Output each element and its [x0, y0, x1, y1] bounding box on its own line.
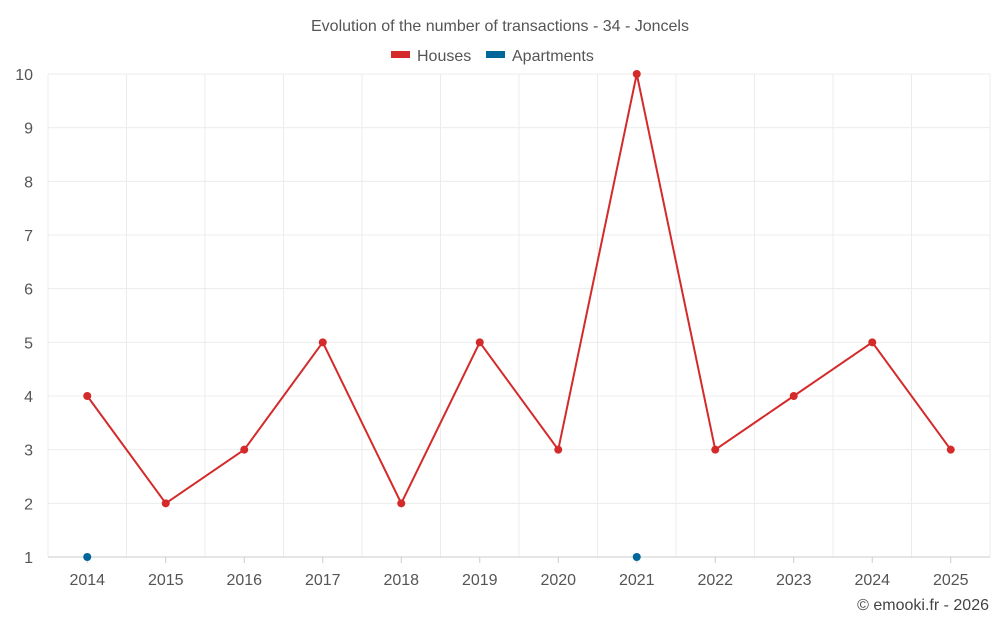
legend-label-houses[interactable]: Houses [417, 48, 471, 65]
data-point-houses[interactable] [554, 445, 563, 454]
data-point-houses[interactable] [711, 445, 720, 454]
legend-label-apartments[interactable]: Apartments [512, 48, 594, 65]
y-tick-label: 3 [24, 443, 33, 460]
y-tick-label: 4 [24, 389, 33, 406]
series-lines [86, 73, 952, 505]
y-tick-label: 10 [15, 67, 33, 84]
legend-swatch-houses [391, 51, 410, 58]
data-point-houses[interactable] [161, 499, 170, 508]
credit-text: © emooki.fr - 2026 [857, 597, 989, 614]
legend-swatch-apartments [486, 51, 505, 58]
data-point-houses[interactable] [83, 392, 92, 400]
x-tick-label: 2025 [933, 572, 969, 589]
y-axis-ticks: 1 2 3 4 5 6 7 8 9 10 [15, 67, 33, 567]
legend: Houses Apartments [391, 48, 594, 65]
x-axis-ticks: 2014 2015 2016 2017 2018 2019 2020 2021 2022 2023… [69, 572, 968, 589]
y-tick-label: 5 [24, 335, 33, 352]
x-tick-label: 2014 [69, 572, 105, 589]
data-point-houses[interactable] [789, 392, 798, 400]
y-tick-label: 8 [24, 174, 33, 191]
data-point-houses[interactable] [475, 338, 484, 347]
series-line-houses [86, 73, 952, 505]
x-tick-label: 2015 [148, 572, 184, 589]
data-point-houses[interactable] [632, 70, 641, 78]
x-tick-label: 2024 [854, 572, 890, 589]
data-point-houses[interactable] [397, 499, 406, 508]
y-tick-label: 7 [24, 228, 33, 245]
axes [48, 556, 990, 563]
chart-title: Evolution of the number of transactions … [311, 18, 689, 35]
x-tick-label: 2023 [776, 572, 812, 589]
data-point-houses[interactable] [868, 338, 877, 347]
data-point-apartments[interactable] [632, 553, 641, 561]
y-tick-label: 1 [24, 550, 33, 567]
data-point-houses[interactable] [946, 445, 955, 454]
x-tick-label: 2022 [697, 572, 733, 589]
x-tick-label: 2019 [462, 572, 498, 589]
x-tick-label: 2021 [619, 572, 655, 589]
grid-lines [47, 73, 991, 557]
x-tick-label: 2018 [383, 572, 419, 589]
x-tick-label: 2017 [305, 572, 341, 589]
series-points [83, 70, 955, 561]
data-point-houses[interactable] [318, 338, 327, 347]
y-tick-label: 2 [24, 496, 33, 513]
data-point-houses[interactable] [240, 445, 249, 454]
x-tick-label: 2016 [226, 572, 262, 589]
y-tick-label: 6 [24, 282, 33, 299]
data-point-apartments[interactable] [83, 553, 92, 561]
y-tick-label: 9 [24, 121, 33, 138]
x-tick-label: 2020 [540, 572, 576, 589]
